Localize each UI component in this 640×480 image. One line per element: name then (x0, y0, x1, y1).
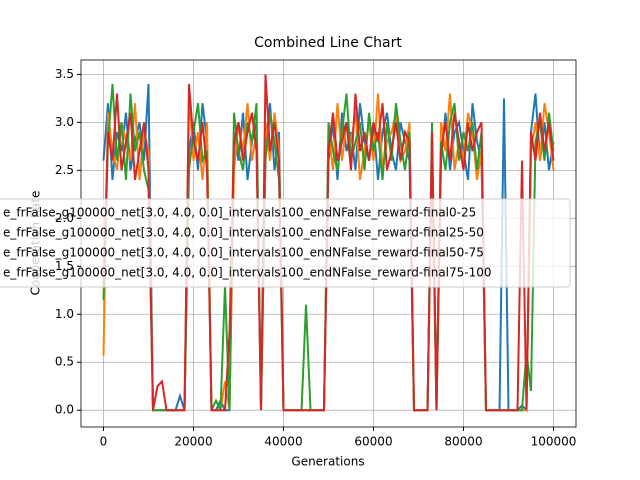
x-tick-label: 0 (100, 435, 108, 449)
data-line (102, 74, 555, 412)
y-tick-label: 3.5 (55, 67, 74, 81)
legend-box (0, 198, 571, 288)
legend-label: e_frFalse_g100000_net[3.0, 4.0, 0.0]_int… (3, 246, 484, 260)
x-axis-label: Generations (291, 455, 364, 469)
y-tick-label: 1.5 (55, 259, 74, 273)
y-tick-label: 0.0 (55, 403, 74, 417)
x-tick-label: 60000 (354, 435, 392, 449)
y-tick-label: 0.5 (55, 355, 74, 369)
legend-label: e_frFalse_g100000_net[3.0, 4.0, 0.0]_int… (3, 206, 476, 220)
x-tick-label: 100000 (531, 435, 577, 449)
x-tick-label: 20000 (174, 435, 212, 449)
legend-label: e_frFalse_g100000_net[3.0, 4.0, 0.0]_int… (3, 266, 492, 280)
y-tick-label: 3.0 (55, 115, 74, 129)
y-tick-label: 2.5 (55, 163, 74, 177)
y-tick-label: 2.0 (55, 211, 74, 225)
y-tick-label: 1.0 (55, 307, 74, 321)
x-tick-label: 40000 (264, 435, 302, 449)
x-tick-label: 80000 (444, 435, 482, 449)
legend-label: e_frFalse_g100000_net[3.0, 4.0, 0.0]_int… (3, 226, 484, 240)
chart-title: Combined Line Chart (254, 35, 402, 51)
